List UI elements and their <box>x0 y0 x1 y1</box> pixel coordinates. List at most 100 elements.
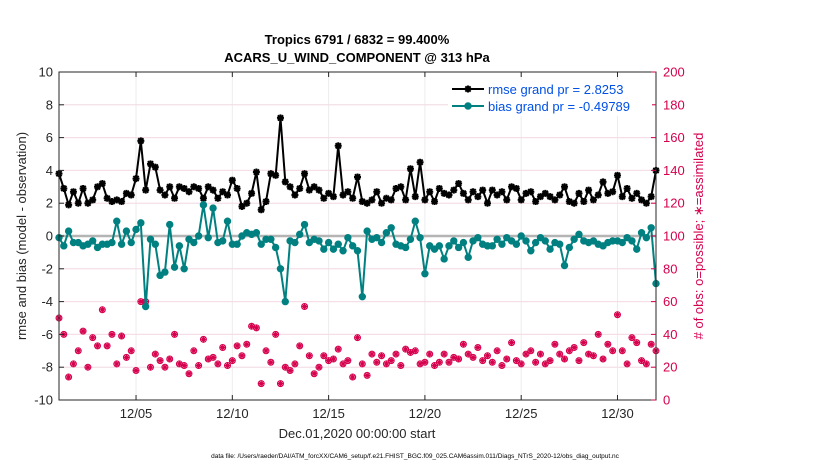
obs-assimilated-point <box>532 359 539 366</box>
obs-assimilated-point <box>234 342 241 349</box>
title-line2: ACARS_U_WIND_COMPONENT @ 313 hPa <box>224 50 490 65</box>
rmse-point <box>561 183 569 191</box>
obs-assimilated-point <box>609 347 616 354</box>
obs-assimilated-point <box>94 342 101 349</box>
rmse-point <box>146 160 154 168</box>
obs-assimilated-point <box>133 367 140 374</box>
bias-point <box>291 238 299 247</box>
obs-assimilated-point <box>436 359 443 366</box>
rmse-point <box>421 196 429 204</box>
obs-assimilated-point <box>460 341 467 348</box>
left-tick-label: -2 <box>41 261 53 276</box>
obs-assimilated-point <box>282 364 289 371</box>
obs-assimilated-point <box>431 362 438 369</box>
rmse-point <box>315 186 323 194</box>
bias-point <box>642 233 651 242</box>
rmse-point <box>647 193 655 201</box>
bias-point <box>117 240 126 248</box>
obs-assimilated-point <box>176 360 183 367</box>
rmse-point <box>638 196 646 204</box>
bias-point <box>459 238 468 247</box>
rmse-point <box>286 183 294 191</box>
rmse-point <box>233 184 241 192</box>
rmse-point <box>575 189 583 197</box>
obs-assimilated-point <box>566 347 573 354</box>
rmse-point <box>628 194 636 202</box>
obs-assimilated-point <box>349 374 356 381</box>
obs-assimilated-point <box>484 352 491 359</box>
obs-assimilated-point <box>604 341 611 348</box>
rmse-series <box>55 114 660 214</box>
rmse-point <box>132 175 140 183</box>
rmse-point <box>248 189 256 197</box>
bias-point <box>488 242 497 250</box>
obs-assimilated-point <box>224 362 231 369</box>
bias-point <box>493 235 501 243</box>
obs-assimilated-point <box>441 351 448 358</box>
obs-assimilated-point <box>393 351 400 358</box>
rmse-point <box>440 189 448 197</box>
obs-assimilated-point <box>648 341 655 348</box>
bias-point <box>633 245 641 253</box>
rmse-point <box>469 188 477 196</box>
obs-assimilated-point <box>470 354 477 361</box>
obs-assimilated-point <box>195 362 202 369</box>
x-axis-ticks: 12/05 12/10 12/15 12/20 12/25 12/30 <box>120 72 634 421</box>
obs-assimilated-point <box>575 357 582 364</box>
obs-assimilated-point <box>417 360 424 367</box>
right-tick-label: 100 <box>663 229 685 244</box>
rmse-point <box>349 194 357 202</box>
rmse-point <box>411 193 419 201</box>
rmse-point <box>570 199 578 207</box>
bias-point <box>209 204 217 212</box>
bias-point <box>89 237 97 245</box>
bias-point <box>401 243 410 252</box>
rmse-point <box>618 193 626 201</box>
obs-assimilated-point <box>161 364 168 371</box>
bias-point <box>565 243 574 252</box>
rmse-point <box>238 202 246 210</box>
rmse-point <box>378 199 386 207</box>
legend-bias-dot <box>464 102 472 110</box>
bias-point <box>218 237 227 245</box>
obs-assimilated-point <box>128 347 135 354</box>
bias-point <box>161 268 169 276</box>
obs-assimilated-point <box>340 360 347 367</box>
rmse-point <box>199 194 207 202</box>
rmse-point <box>79 184 87 192</box>
bias-point <box>175 242 184 250</box>
right-tick-label: 120 <box>663 196 685 211</box>
obs-assimilated-point <box>479 357 486 364</box>
right-tick-label: 200 <box>663 65 685 80</box>
obs-assimilated-point <box>325 357 332 364</box>
bias-point <box>647 224 655 232</box>
obs-assimilated-point <box>638 357 645 364</box>
right-tick-label: 160 <box>663 130 685 145</box>
obs-assimilated-point <box>551 341 558 348</box>
bias-point <box>421 270 429 278</box>
rmse-point <box>609 188 617 196</box>
rmse-point <box>108 198 116 206</box>
bias-point <box>628 237 636 245</box>
rmse-point <box>498 188 506 196</box>
left-tick-label: 0 <box>46 229 53 244</box>
bias-point <box>531 238 540 247</box>
rmse-point <box>272 171 280 179</box>
bias-point <box>377 238 386 247</box>
rmse-point <box>565 198 573 206</box>
rmse-point <box>151 163 159 171</box>
x-tick-label: 12/15 <box>312 406 345 421</box>
bias-point <box>373 233 381 242</box>
rmse-point <box>98 180 106 188</box>
bias-point <box>339 247 347 255</box>
rmse-point <box>257 206 265 214</box>
rmse-point <box>69 188 77 196</box>
obs-assimilated-point <box>306 352 313 359</box>
obs-assimilated-point <box>190 347 197 354</box>
rmse-point <box>493 191 501 199</box>
bias-point <box>151 240 159 248</box>
obs-assimilated-point <box>383 360 390 367</box>
obs-assimilated-point <box>89 334 96 341</box>
bias-point <box>324 238 333 247</box>
obs-assimilated-point <box>263 347 270 354</box>
